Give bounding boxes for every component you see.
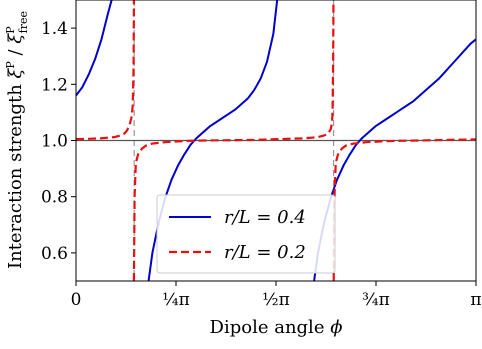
series-2-line	[132, 0, 335, 281]
x-tick-label: π	[470, 290, 481, 310]
legend-label-series-2: r/L = 0.2	[224, 242, 306, 263]
y-tick-label: 0.6	[41, 244, 68, 264]
y-tick-label: 1.2	[41, 75, 68, 95]
series-2-line	[332, 138, 476, 281]
x-tick-label: 0	[71, 290, 82, 310]
x-tick-label: ¾π	[362, 290, 390, 310]
x-tick-label: ½π	[262, 290, 290, 310]
y-tick-label: 1.4	[41, 19, 68, 39]
series-1-line	[313, 38, 476, 281]
legend-box	[156, 194, 336, 274]
series-lines	[76, 0, 476, 281]
y-axis-label: Interaction strength ξP / ξPfree	[4, 11, 30, 269]
legend-label-series-1: r/L = 0.4	[224, 207, 306, 228]
y-axis-ticks: 0.6 0.8 1.0 1.2 1.4	[41, 19, 76, 264]
y-tick-label: 0.8	[41, 188, 68, 208]
series-1-line	[76, 0, 113, 97]
series-1-line	[147, 0, 279, 281]
series-2-line	[76, 0, 136, 141]
x-axis-ticks: 0 ¼π ½π ¾π π	[71, 281, 482, 310]
x-tick-label: ¼π	[162, 290, 190, 310]
x-axis-label: Dipole angle ϕ	[210, 317, 343, 338]
y-tick-label: 1.0	[41, 132, 68, 152]
legend: r/L = 0.4 r/L = 0.2	[156, 194, 336, 274]
